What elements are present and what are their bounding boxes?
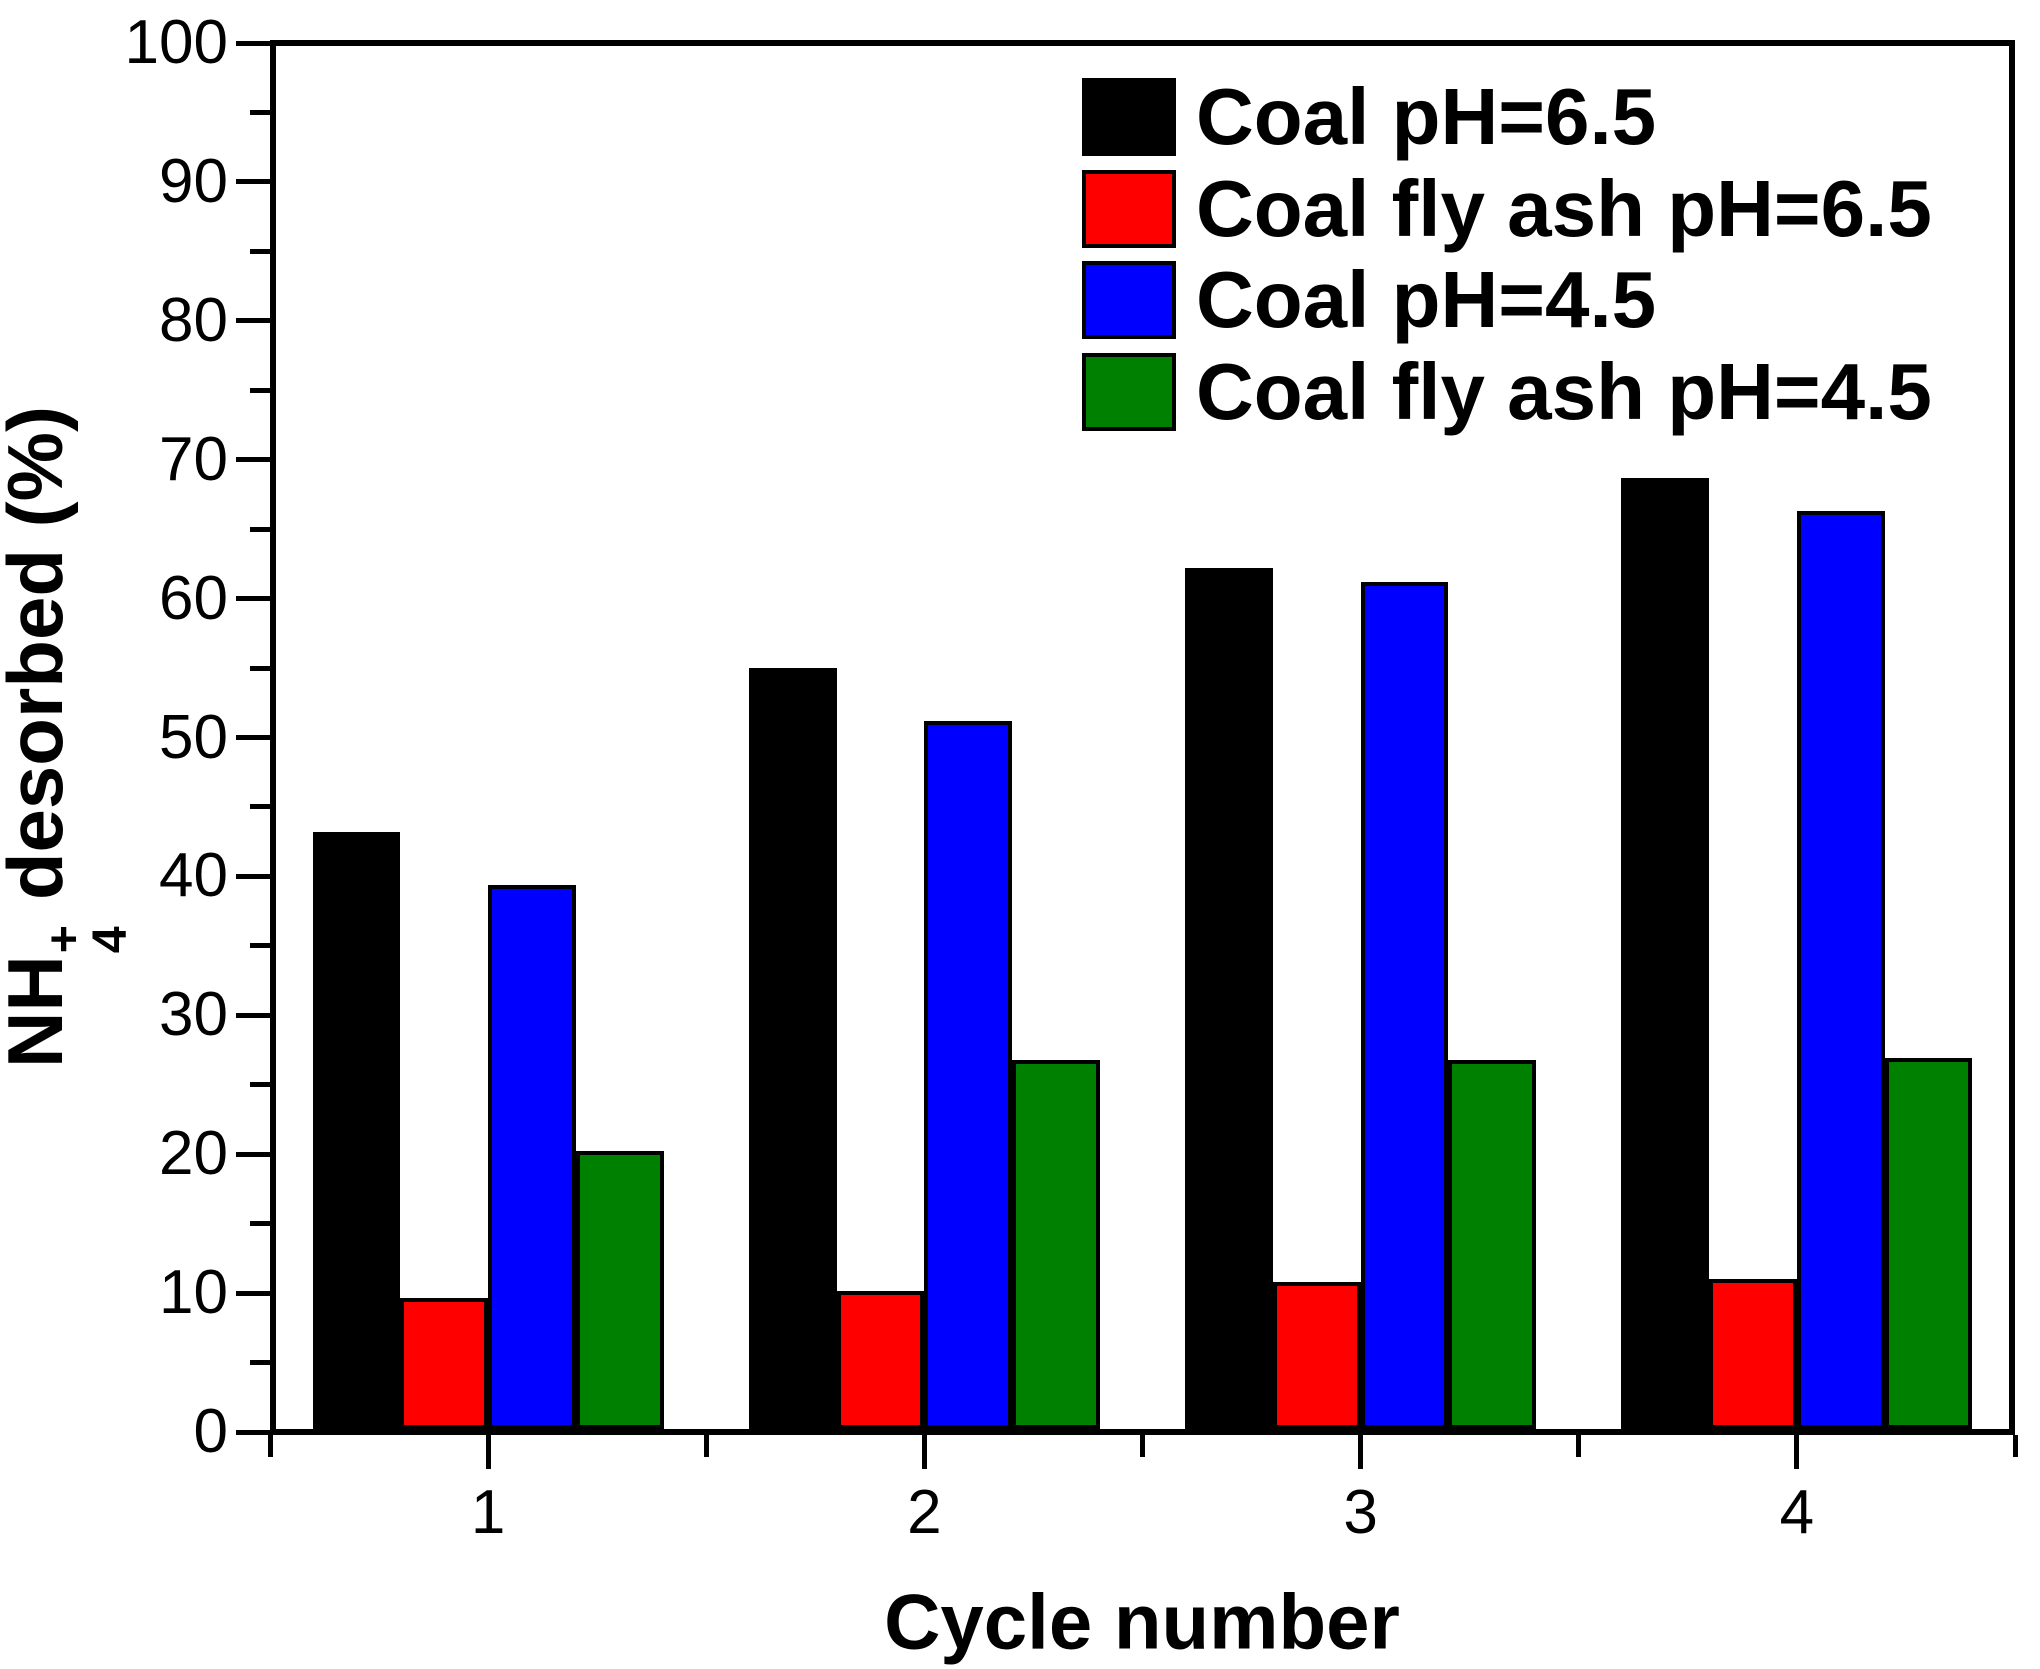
y-axis-tick bbox=[236, 457, 270, 463]
y-axis-tick bbox=[250, 387, 270, 393]
bar-coal-ph-4.5-cycle-4 bbox=[1796, 510, 1885, 1429]
x-axis-tick-label: 1 bbox=[470, 1478, 506, 1547]
y-axis-tick-label: 80 bbox=[159, 285, 228, 355]
bar-coal-fly-ash-ph-4.5-cycle-2 bbox=[1012, 1059, 1100, 1429]
y-axis-tick bbox=[236, 179, 270, 185]
y-axis-title-subscript: 4 bbox=[83, 926, 138, 954]
y-axis-tick bbox=[250, 526, 270, 532]
y-axis-tick-label: 100 bbox=[124, 8, 228, 77]
y-axis-tick bbox=[250, 248, 270, 254]
bar-coal-fly-ash-ph-6.5-cycle-3 bbox=[1272, 1281, 1361, 1429]
legend-label: Coal pH=6.5 bbox=[1196, 72, 1657, 161]
y-axis-tick bbox=[236, 1151, 270, 1157]
legend-label: Coal pH=4.5 bbox=[1196, 255, 1657, 345]
x-axis-tick-label: 2 bbox=[907, 1478, 942, 1547]
x-axis-title: Cycle number bbox=[884, 1577, 1400, 1666]
y-axis-tick bbox=[236, 596, 270, 602]
x-axis-major-tick bbox=[1794, 1435, 1800, 1469]
bar-coal-fly-ash-ph-6.5-cycle-4 bbox=[1709, 1278, 1797, 1429]
y-axis-tick-label: 90 bbox=[159, 146, 228, 216]
bar-coal-fly-ash-ph-4.5-cycle-3 bbox=[1448, 1059, 1537, 1429]
x-axis-minor-tick bbox=[1140, 1435, 1145, 1457]
legend-label: Coal fly ash pH=4.5 bbox=[1196, 346, 1932, 436]
bar-coal-ph-4.5-cycle-3 bbox=[1360, 581, 1449, 1429]
y-axis-tick-label: 0 bbox=[193, 1397, 228, 1466]
y-axis-tick bbox=[250, 1082, 270, 1088]
y-axis-tick bbox=[236, 1429, 270, 1435]
y-axis-tick bbox=[236, 1012, 270, 1018]
bar-coal-ph-6.5-cycle-3 bbox=[1185, 567, 1273, 1429]
legend-swatch-coal-fly-ash-ph-6.5 bbox=[1082, 169, 1176, 248]
y-axis-tick bbox=[250, 1360, 270, 1366]
bar-coal-fly-ash-ph-6.5-cycle-1 bbox=[400, 1298, 489, 1429]
y-axis-title-prefix: NH bbox=[0, 955, 79, 1068]
y-axis-title-suffix: desorbed (%) bbox=[0, 406, 79, 901]
y-axis-tick-label: 10 bbox=[159, 1258, 228, 1328]
y-axis-tick bbox=[236, 873, 270, 879]
y-axis-tick bbox=[236, 1290, 270, 1296]
y-axis-tick-label: 70 bbox=[159, 424, 228, 494]
x-axis-major-tick bbox=[921, 1435, 927, 1469]
y-axis-tick bbox=[250, 804, 270, 810]
y-axis-tick bbox=[236, 40, 270, 46]
y-axis-tick-label: 30 bbox=[159, 980, 228, 1050]
y-axis-tick-label: 20 bbox=[159, 1119, 228, 1189]
y-axis-title: NH +4 desorbed (%) bbox=[0, 406, 138, 1068]
y-axis-tick bbox=[250, 1221, 270, 1227]
legend-swatch-coal-fly-ash-ph-4.5 bbox=[1082, 352, 1176, 431]
bar-coal-ph-4.5-cycle-1 bbox=[488, 884, 576, 1429]
bar-coal-ph-6.5-cycle-4 bbox=[1621, 477, 1710, 1429]
bar-coal-fly-ash-ph-6.5-cycle-2 bbox=[836, 1291, 925, 1429]
bar-coal-fly-ash-ph-4.5-cycle-4 bbox=[1884, 1058, 1973, 1429]
bar-coal-ph-4.5-cycle-2 bbox=[924, 720, 1013, 1429]
bar-coal-fly-ash-ph-4.5-cycle-1 bbox=[575, 1151, 664, 1429]
legend-swatch-coal-ph-4.5 bbox=[1082, 261, 1176, 340]
y-axis-tick-label: 40 bbox=[159, 841, 228, 911]
y-axis-tick-label: 60 bbox=[159, 563, 228, 633]
x-axis-major-tick bbox=[485, 1435, 491, 1469]
legend-label: Coal fly ash pH=6.5 bbox=[1196, 163, 1932, 253]
x-axis-tick-label: 4 bbox=[1779, 1478, 1815, 1547]
y-axis-tick-label: 50 bbox=[159, 702, 228, 772]
bar-coal-ph-6.5-cycle-2 bbox=[748, 667, 837, 1429]
x-axis-tick-label: 3 bbox=[1343, 1478, 1378, 1547]
y-axis-tick bbox=[236, 318, 270, 324]
y-axis-tick bbox=[250, 943, 270, 949]
y-axis-tick bbox=[250, 665, 270, 671]
bar-coal-ph-6.5-cycle-1 bbox=[312, 831, 401, 1429]
x-axis-minor-tick bbox=[703, 1435, 709, 1457]
legend-swatch-coal-ph-6.5 bbox=[1082, 78, 1176, 156]
y-axis-tick bbox=[236, 735, 270, 740]
y-axis-title-superscript: + bbox=[37, 925, 92, 954]
x-axis-major-tick bbox=[1358, 1435, 1364, 1469]
x-axis-minor-tick bbox=[2012, 1435, 2018, 1457]
x-axis-minor-tick bbox=[1576, 1435, 1582, 1457]
x-axis-minor-tick bbox=[267, 1435, 273, 1457]
y-axis-tick bbox=[250, 109, 270, 115]
y-axis-title-supsub: +4 bbox=[37, 925, 138, 954]
